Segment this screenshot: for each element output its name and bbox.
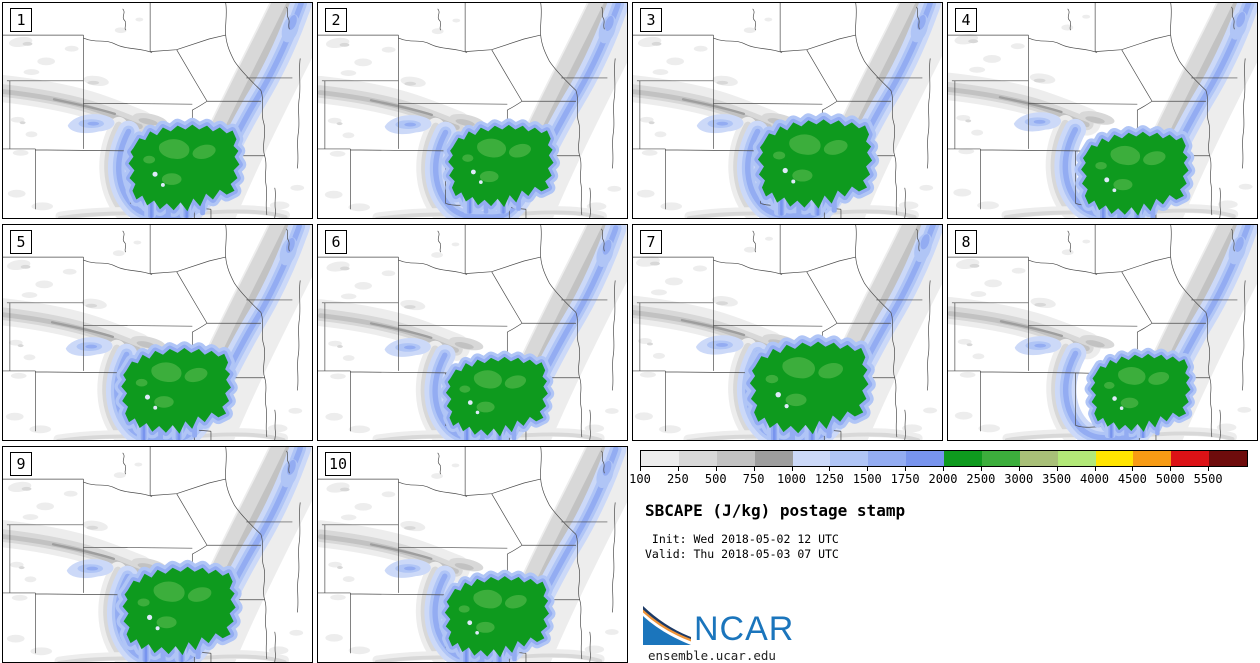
colorbar-tick-mark <box>829 467 831 471</box>
product-title: SBCAPE (J/kg) postage stamp <box>645 501 906 520</box>
cape-map <box>318 3 627 218</box>
panel-number: 5 <box>10 230 32 254</box>
colorbar-tick-mark <box>640 467 641 471</box>
state-borders <box>318 225 616 440</box>
panel-number: 2 <box>325 8 347 32</box>
map-panel-10[interactable]: 10 <box>317 446 628 663</box>
init-time: Init: Wed 2018-05-02 12 UTC <box>645 532 839 546</box>
colorbar-tick-mark <box>1056 467 1058 471</box>
colorbar-tick-label: 1750 <box>890 472 920 486</box>
cape-core <box>114 341 238 440</box>
colorbar-ticks: 100 250 500 750 1000 1250 1500 1750 2000 2500 3000… <box>629 467 1246 489</box>
colorbar-tick-mark <box>677 467 679 471</box>
map-panel-9[interactable]: 9 <box>2 446 313 663</box>
map-panel-1[interactable]: 1 <box>2 2 313 219</box>
colorbar-segment <box>1057 451 1096 466</box>
ncar-wordmark: NCAR <box>694 610 795 648</box>
colorbar-segment <box>906 451 944 466</box>
ncar-swoosh-icon <box>643 606 691 645</box>
colorbar-tick-label: 500 <box>704 472 727 486</box>
colorbar-segment <box>754 451 793 466</box>
colorbar-tick-label: 2500 <box>966 472 996 486</box>
map-panel-2[interactable]: 2 <box>317 2 628 219</box>
ensemble-url-link[interactable]: ensemble.ucar.edu <box>648 648 776 663</box>
cape-core <box>1074 125 1196 218</box>
colorbar-tick-label: 5500 <box>1193 472 1223 486</box>
colorbar-segment <box>716 451 755 466</box>
panel-number: 6 <box>325 230 347 254</box>
cape-core <box>742 334 876 440</box>
colorbar-segment <box>1133 451 1172 466</box>
map-panel-4[interactable]: 4 <box>947 2 1258 219</box>
colorbar-tick-mark <box>867 467 869 471</box>
panel-number: 10 <box>325 452 352 476</box>
cape-core <box>438 569 556 662</box>
colorbar-tick-mark <box>905 467 907 471</box>
colorbar-tick-label: 100 <box>629 472 651 486</box>
colorbar-segment <box>641 451 679 466</box>
colorbar-segment <box>981 451 1020 466</box>
colorbar-tick-label: 1500 <box>852 472 882 486</box>
colorbar-segment <box>1019 451 1058 466</box>
cape-map <box>633 225 942 440</box>
legend-panel: 100 250 500 750 1000 1250 1500 1750 2000 2500 3000… <box>629 446 1258 663</box>
cape-core <box>121 117 247 218</box>
cape-core <box>1084 347 1197 438</box>
colorbar-tick-label: 3500 <box>1042 472 1072 486</box>
panel-number: 9 <box>10 452 32 476</box>
map-panel-7[interactable]: 7 <box>632 224 943 441</box>
colorbar-tick-label: 3000 <box>1004 472 1034 486</box>
colorbar-segment <box>868 451 907 466</box>
cape-map <box>3 3 312 218</box>
cape-map <box>318 447 627 662</box>
colorbar-segment <box>830 451 869 466</box>
colorbar-tick-label: 5000 <box>1155 472 1185 486</box>
colorbar-tick-mark <box>980 467 982 471</box>
cape-map <box>948 225 1257 440</box>
map-panel-5[interactable]: 5 <box>2 224 313 441</box>
panel-number: 1 <box>10 8 32 32</box>
colorbar-tick-mark <box>1132 467 1134 471</box>
colorbar-tick-mark <box>943 467 944 471</box>
cape-map <box>3 447 312 662</box>
colorbar-tick-label: 250 <box>667 472 689 486</box>
colorbar-tick-label: 4000 <box>1080 472 1109 486</box>
map-panel-6[interactable]: 6 <box>317 224 628 441</box>
colorbar-tick-label: 4500 <box>1117 472 1147 486</box>
colorbar-segment <box>944 451 982 466</box>
colorbar-tick-mark <box>1170 467 1172 471</box>
colorbar-segment <box>1209 451 1247 466</box>
cape-map <box>318 225 627 440</box>
map-panel-8[interactable]: 8 <box>947 224 1258 441</box>
colorbar-segment <box>1171 451 1210 466</box>
colorbar-tick-label: 2000 <box>928 472 958 486</box>
valid-time: Valid: Thu 2018-05-03 07 UTC <box>645 547 839 561</box>
cape-map <box>3 225 312 440</box>
colorbar-tick-mark <box>1208 467 1210 471</box>
panel-number: 8 <box>955 230 977 254</box>
colorbar-tick-mark <box>1094 467 1096 471</box>
colorbar-tick-mark <box>1018 467 1020 471</box>
colorbar-tick-mark <box>715 467 717 471</box>
colorbar-tick-mark <box>753 467 755 471</box>
cape-map <box>948 3 1257 218</box>
cape-core <box>750 112 880 216</box>
colorbar-tick-label: 1250 <box>814 472 844 486</box>
map-panel-3[interactable]: 3 <box>632 2 943 219</box>
panel-number: 3 <box>640 8 662 32</box>
colorbar-tick-label: 1000 <box>777 472 806 486</box>
panel-number: 7 <box>640 230 662 254</box>
colorbar-segment <box>1095 451 1134 466</box>
colorbar-tick-label: 750 <box>742 472 765 486</box>
cape-core <box>441 118 561 214</box>
cape-core <box>115 559 243 662</box>
colorbar-segment <box>678 451 717 466</box>
colorbar-tick-mark <box>791 467 793 471</box>
cape-core <box>439 350 555 440</box>
panel-number: 4 <box>955 8 977 32</box>
colorbar <box>640 450 1248 467</box>
cape-map <box>633 3 942 218</box>
colorbar-segment <box>792 451 831 466</box>
